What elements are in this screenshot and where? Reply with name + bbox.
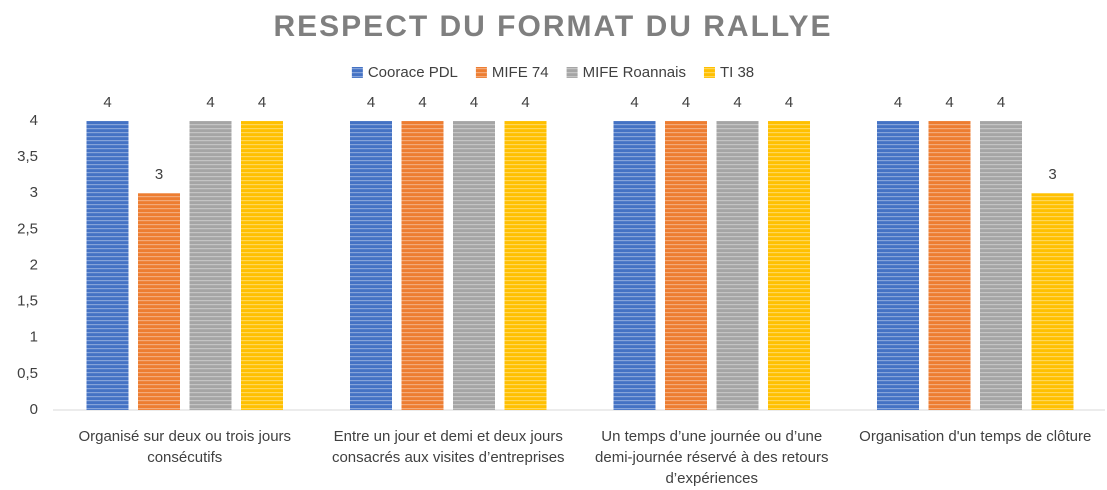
data-label: 4	[682, 94, 690, 111]
bar	[241, 121, 283, 410]
y-tick-label: 3,5	[17, 148, 38, 165]
bar	[716, 121, 759, 410]
y-tick-label: 3	[30, 184, 38, 201]
bar	[665, 121, 707, 410]
x-tick-label: Un temps d’une journée ou d’une demi-jour…	[595, 428, 828, 487]
bar	[453, 121, 495, 410]
data-label: 4	[418, 94, 426, 111]
data-label: 4	[945, 94, 953, 111]
bar	[1031, 193, 1074, 410]
y-tick-label: 0	[30, 401, 38, 418]
legend-swatch	[703, 67, 715, 78]
legend-label: Coorace PDL	[368, 64, 458, 81]
y-tick-label: 4	[30, 112, 38, 129]
legend-item: MIFE Roannais	[566, 64, 686, 81]
bar	[504, 121, 547, 410]
legend: Coorace PDL MIFE 74 MIFE Roannais TI 38	[351, 64, 754, 81]
legend-label: MIFE Roannais	[583, 64, 686, 81]
data-label: 4	[470, 94, 478, 111]
legend-item: TI 38	[703, 64, 754, 81]
data-label: 4	[206, 94, 214, 111]
bar	[350, 121, 392, 410]
x-tick-label: Entre un jour et demi et deux jours consa…	[332, 428, 565, 466]
bar	[980, 121, 1022, 410]
legend-swatch	[351, 67, 363, 78]
legend-label: TI 38	[720, 64, 754, 81]
data-label: 4	[785, 94, 793, 111]
bar	[86, 121, 129, 410]
data-label: 3	[1048, 166, 1056, 183]
y-tick-label: 2	[30, 256, 38, 273]
bar	[401, 121, 444, 410]
legend-item: Coorace PDL	[351, 64, 458, 81]
chart-title: RESPECT DU FORMAT DU RALLYE	[273, 10, 832, 43]
y-tick-label: 0,5	[17, 365, 38, 382]
legend-item: MIFE 74	[475, 64, 549, 81]
bar	[189, 121, 232, 410]
data-label: 4	[367, 94, 375, 111]
data-label: 3	[155, 166, 163, 183]
data-label: 4	[997, 94, 1005, 111]
y-tick-label: 2,5	[17, 220, 38, 237]
legend-swatch	[566, 67, 578, 78]
data-label: 4	[521, 94, 529, 111]
x-tick-label: Organisé sur deux ou trois jours consécut…	[78, 428, 291, 466]
legend-swatch	[475, 67, 487, 78]
x-tick-label: Organisation d'un temps de clôture	[859, 428, 1091, 445]
data-label: 4	[630, 94, 638, 111]
bar	[613, 121, 656, 410]
data-label: 4	[258, 94, 266, 111]
bar	[928, 121, 971, 410]
data-label: 4	[103, 94, 111, 111]
bar	[877, 121, 919, 410]
y-tick-label: 1,5	[17, 293, 38, 310]
legend-label: MIFE 74	[492, 64, 549, 81]
bar	[768, 121, 810, 410]
data-label: 4	[894, 94, 902, 111]
y-tick-label: 1	[30, 329, 38, 346]
data-label: 4	[733, 94, 741, 111]
bar	[138, 193, 180, 410]
